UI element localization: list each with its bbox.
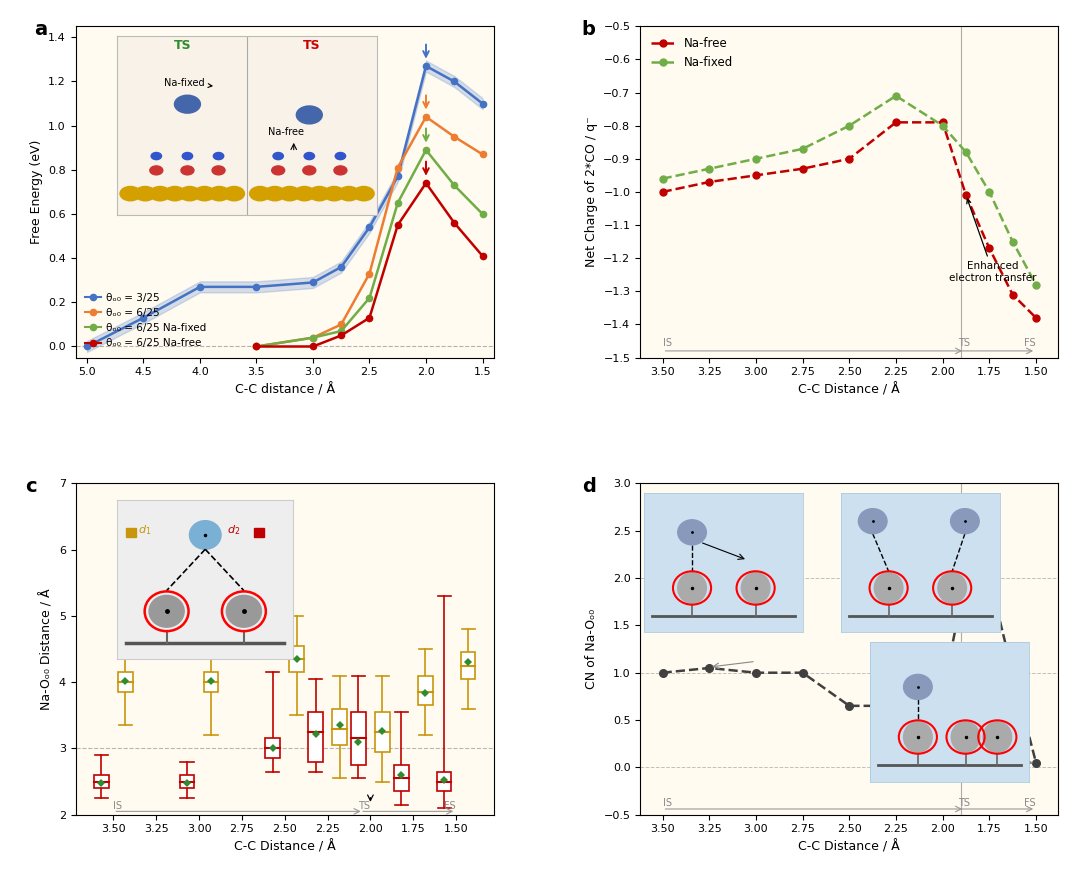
- Bar: [118, 672, 133, 692]
- Na-fixed: [936, 120, 949, 131]
- Text: TS: TS: [958, 798, 970, 808]
- Na-free: [890, 117, 903, 128]
- Text: b: b: [582, 19, 595, 39]
- Bar: [418, 675, 432, 705]
- Bar: [289, 646, 303, 672]
- Na-free: [657, 187, 670, 197]
- Na-free: [750, 170, 762, 180]
- Legend: θₒ₀ = 3/25, θₒ₀ = 6/25, θₒ₀ = 6/25 Na-fixed, θₒ₀ = 6/25 Na-free: θₒ₀ = 3/25, θₒ₀ = 6/25, θₒ₀ = 6/25 Na-fi…: [81, 288, 211, 352]
- Bar: [394, 765, 408, 792]
- Bar: [204, 672, 218, 692]
- Na-fixed: [657, 173, 670, 184]
- Bar: [94, 775, 109, 788]
- Na-free: [936, 117, 949, 128]
- Na-free: [959, 190, 972, 201]
- Bar: [375, 712, 390, 752]
- X-axis label: C-C Distance / Å: C-C Distance / Å: [234, 840, 336, 853]
- Text: a: a: [33, 19, 46, 39]
- Bar: [436, 772, 451, 792]
- Na-free: [1007, 289, 1020, 300]
- Text: IS: IS: [663, 337, 672, 348]
- Text: TS: TS: [359, 801, 370, 810]
- Na-free: [703, 177, 716, 187]
- Na-fixed: [1007, 237, 1020, 247]
- Bar: [333, 709, 347, 745]
- Na-free: [1029, 313, 1042, 323]
- Na-fixed: [959, 147, 972, 158]
- Text: IS: IS: [663, 798, 672, 808]
- Y-axis label: CN of Na-Oₒ₀: CN of Na-Oₒ₀: [585, 609, 598, 689]
- Text: c: c: [26, 477, 37, 496]
- Na-fixed: [703, 164, 716, 174]
- X-axis label: C-C Distance / Å: C-C Distance / Å: [798, 840, 900, 853]
- X-axis label: C-C distance / Å: C-C distance / Å: [234, 383, 335, 396]
- Text: FS: FS: [445, 801, 456, 810]
- Na-free: [983, 243, 996, 253]
- Line: Na-free: Na-free: [659, 119, 1039, 321]
- Legend: Na-free, Na-fixed: Na-free, Na-fixed: [646, 32, 738, 74]
- Na-fixed: [1029, 279, 1042, 290]
- Text: FS: FS: [1024, 337, 1036, 348]
- Na-fixed: [983, 187, 996, 197]
- Bar: [351, 712, 366, 765]
- Text: FS: FS: [1024, 798, 1036, 808]
- Na-fixed: [842, 120, 855, 131]
- Bar: [461, 653, 475, 679]
- Bar: [308, 712, 323, 761]
- Na-free: [796, 164, 809, 174]
- Y-axis label: Na-Oₒ₀ Distance / Å: Na-Oₒ₀ Distance / Å: [40, 589, 53, 710]
- Na-fixed: [796, 144, 809, 154]
- Na-fixed: [750, 153, 762, 164]
- Y-axis label: Free Energy (eV): Free Energy (eV): [29, 140, 42, 244]
- Na-free: [842, 153, 855, 164]
- Text: IS: IS: [113, 801, 122, 810]
- X-axis label: C-C Distance / Å: C-C Distance / Å: [798, 383, 900, 396]
- Text: TS: TS: [958, 337, 970, 348]
- Line: Na-fixed: Na-fixed: [659, 92, 1039, 288]
- Y-axis label: Net Charge of 2*CO / q⁻: Net Charge of 2*CO / q⁻: [584, 117, 598, 267]
- Text: Enhanced
electron transfer: Enhanced electron transfer: [949, 199, 1037, 283]
- Text: d: d: [582, 477, 595, 496]
- Bar: [266, 738, 280, 759]
- Bar: [179, 775, 194, 788]
- Na-fixed: [890, 90, 903, 101]
